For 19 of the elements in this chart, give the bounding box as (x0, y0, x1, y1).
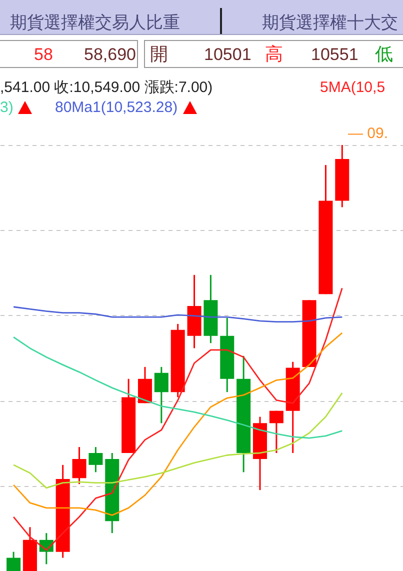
text: 期貨選擇權十大交 (262, 13, 398, 32)
candlestick (6, 551, 21, 571)
text: 80Ma1(10,523.28) (55, 99, 178, 116)
text: 低 (375, 44, 393, 64)
text: 5MA(10,5 (320, 79, 386, 96)
text: 高 (265, 44, 283, 64)
candlestick (72, 446, 86, 485)
text: 58 (34, 45, 53, 64)
text: 期貨選擇權交易人比重 (10, 13, 180, 32)
text: 10501 (204, 45, 252, 64)
candlestick (88, 446, 103, 473)
text: — 09. (348, 125, 388, 142)
candlestick (269, 410, 284, 454)
text: ,541.00 收:10,549.00 漲跌:7.00) (0, 79, 213, 96)
text: 開 (150, 44, 168, 64)
candlestick (154, 366, 168, 424)
text: 3) (0, 99, 14, 116)
text: 10551 (311, 45, 358, 64)
text: 58,690 (84, 45, 136, 64)
